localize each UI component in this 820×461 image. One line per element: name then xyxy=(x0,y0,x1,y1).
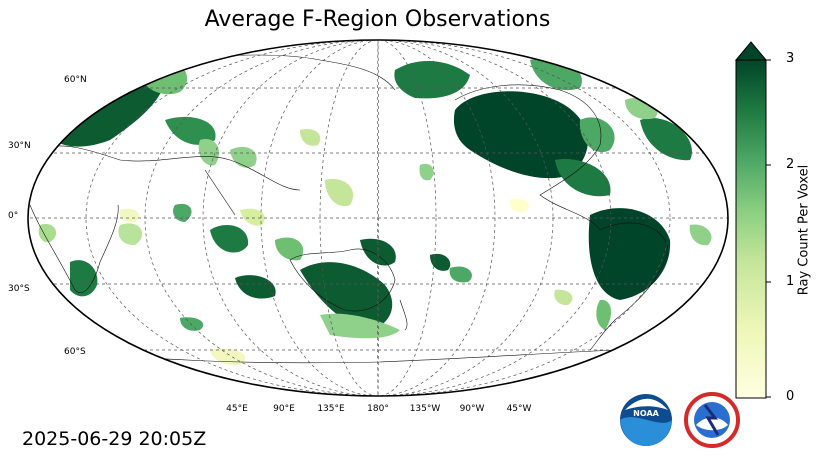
globe-outline xyxy=(27,39,729,397)
lon-label-45e: 45°E xyxy=(226,404,248,414)
colorbar-ticks xyxy=(766,59,771,398)
lon-label-90w: 90°W xyxy=(459,404,485,414)
lon-label-135w: 135°W xyxy=(409,404,441,414)
colorbar-tick-1: 1 xyxy=(786,274,795,289)
colorbar-tick-3: 3 xyxy=(786,51,795,66)
lat-label-60n: 60°N xyxy=(64,75,87,85)
lon-label-135e: 135°E xyxy=(317,404,345,414)
colorbar-extend-arrow xyxy=(734,41,768,61)
lat-label-60s: 60°S xyxy=(64,347,86,357)
svg-text:NOAA: NOAA xyxy=(633,409,659,418)
lat-label-30n: 30°N xyxy=(8,141,31,151)
colorbar-scale xyxy=(735,59,767,399)
national-weather-service-logo xyxy=(684,392,740,448)
graticule-layer xyxy=(28,40,728,396)
colorbar-tick-0: 0 xyxy=(786,389,795,404)
colorbar-label: Ray Count Per Voxel xyxy=(796,164,812,296)
colorbar xyxy=(734,41,771,399)
map-title: Average F-Region Observations xyxy=(204,7,551,32)
lon-label-45w: 45°W xyxy=(506,404,532,414)
lat-label-0: 0° xyxy=(8,211,19,221)
lon-label-180: 180° xyxy=(367,404,389,414)
lat-label-30s: 30°S xyxy=(8,284,30,294)
noaa-logo: NOAA xyxy=(620,394,672,446)
lon-label-90e: 90°E xyxy=(273,404,295,414)
colorbar-tick-2: 2 xyxy=(786,157,795,172)
timestamp: 2025-06-29 20:05Z xyxy=(22,428,207,450)
